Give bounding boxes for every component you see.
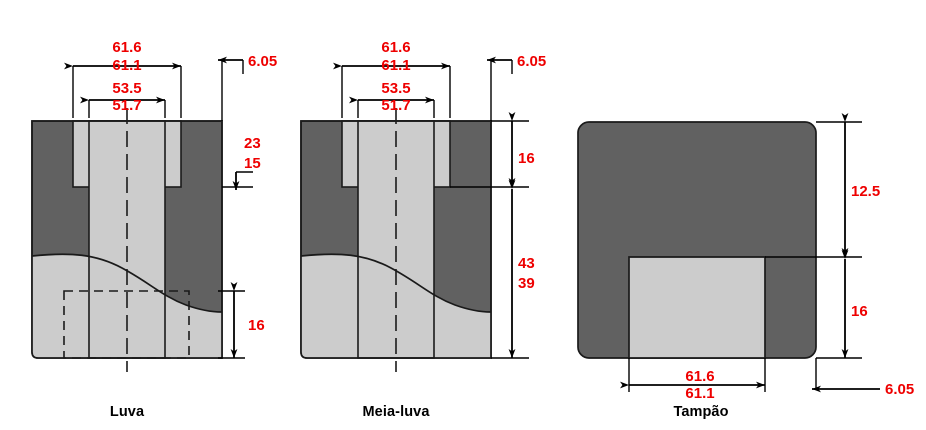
tampao-dim-top-height: 12.5: [851, 183, 880, 200]
meia-luva-dim-body-height-upper: 43: [518, 255, 535, 272]
caption-meia-luva: Meia-luva: [362, 404, 430, 420]
meia-luva-dim-top-height: 16: [518, 150, 535, 167]
caption-tampao: Tampão: [673, 404, 729, 420]
luva-outline: [31, 120, 223, 359]
luva-dim-depth-lower: 15: [244, 155, 261, 172]
caption-luva: Luva: [109, 404, 145, 420]
meia-luva-dim-outer-width-lower: 61.1: [381, 57, 410, 74]
meia-luva-dim-inner-width-upper: 53.5: [381, 80, 410, 97]
figure-luva: 61.6 61.1 53.5 51.7 6.05 23 15 16: [31, 39, 277, 372]
luva-section-curve: [31, 253, 223, 313]
meia-luva-dim-thickness-value: 6.05: [517, 53, 546, 70]
tampao-bore-region: [628, 256, 766, 359]
tampao-dim-bottom-height: 16: [851, 303, 868, 320]
tampao-dim-thickness-value: 6.05: [885, 381, 914, 398]
figure-meia-luva: 61.6 61.1 53.5 51.7 6.05 16 43 39: [300, 39, 546, 372]
meia-luva-dim-body-height-lower: 39: [518, 275, 535, 292]
luva-dim-thickness-value: 6.05: [248, 53, 277, 70]
luva-dim-outer-width-lower: 61.1: [112, 57, 141, 74]
luva-dim-bottom-height: 16: [248, 317, 265, 334]
luva-dim-inner-width-lower: 51.7: [112, 97, 141, 114]
luva-dim-outer-width-upper: 61.6: [112, 39, 141, 56]
meia-luva-dim-inner-width-lower: 51.7: [381, 97, 410, 114]
figure-tampao: 12.5 16 6.05 61.6 61.1: [577, 113, 914, 402]
tampao-dim-width-lower: 61.1: [685, 385, 714, 402]
luva-dim-depth-upper: 23: [244, 135, 261, 152]
meia-luva-section-curve: [300, 253, 492, 313]
luva-hidden-edge-rect: [63, 290, 190, 359]
luva-dim-inner-width-upper: 53.5: [112, 80, 141, 97]
tampao-dim-width-upper: 61.6: [685, 368, 714, 385]
meia-luva-outline: [300, 120, 492, 359]
meia-luva-dim-outer-width-upper: 61.6: [381, 39, 410, 56]
